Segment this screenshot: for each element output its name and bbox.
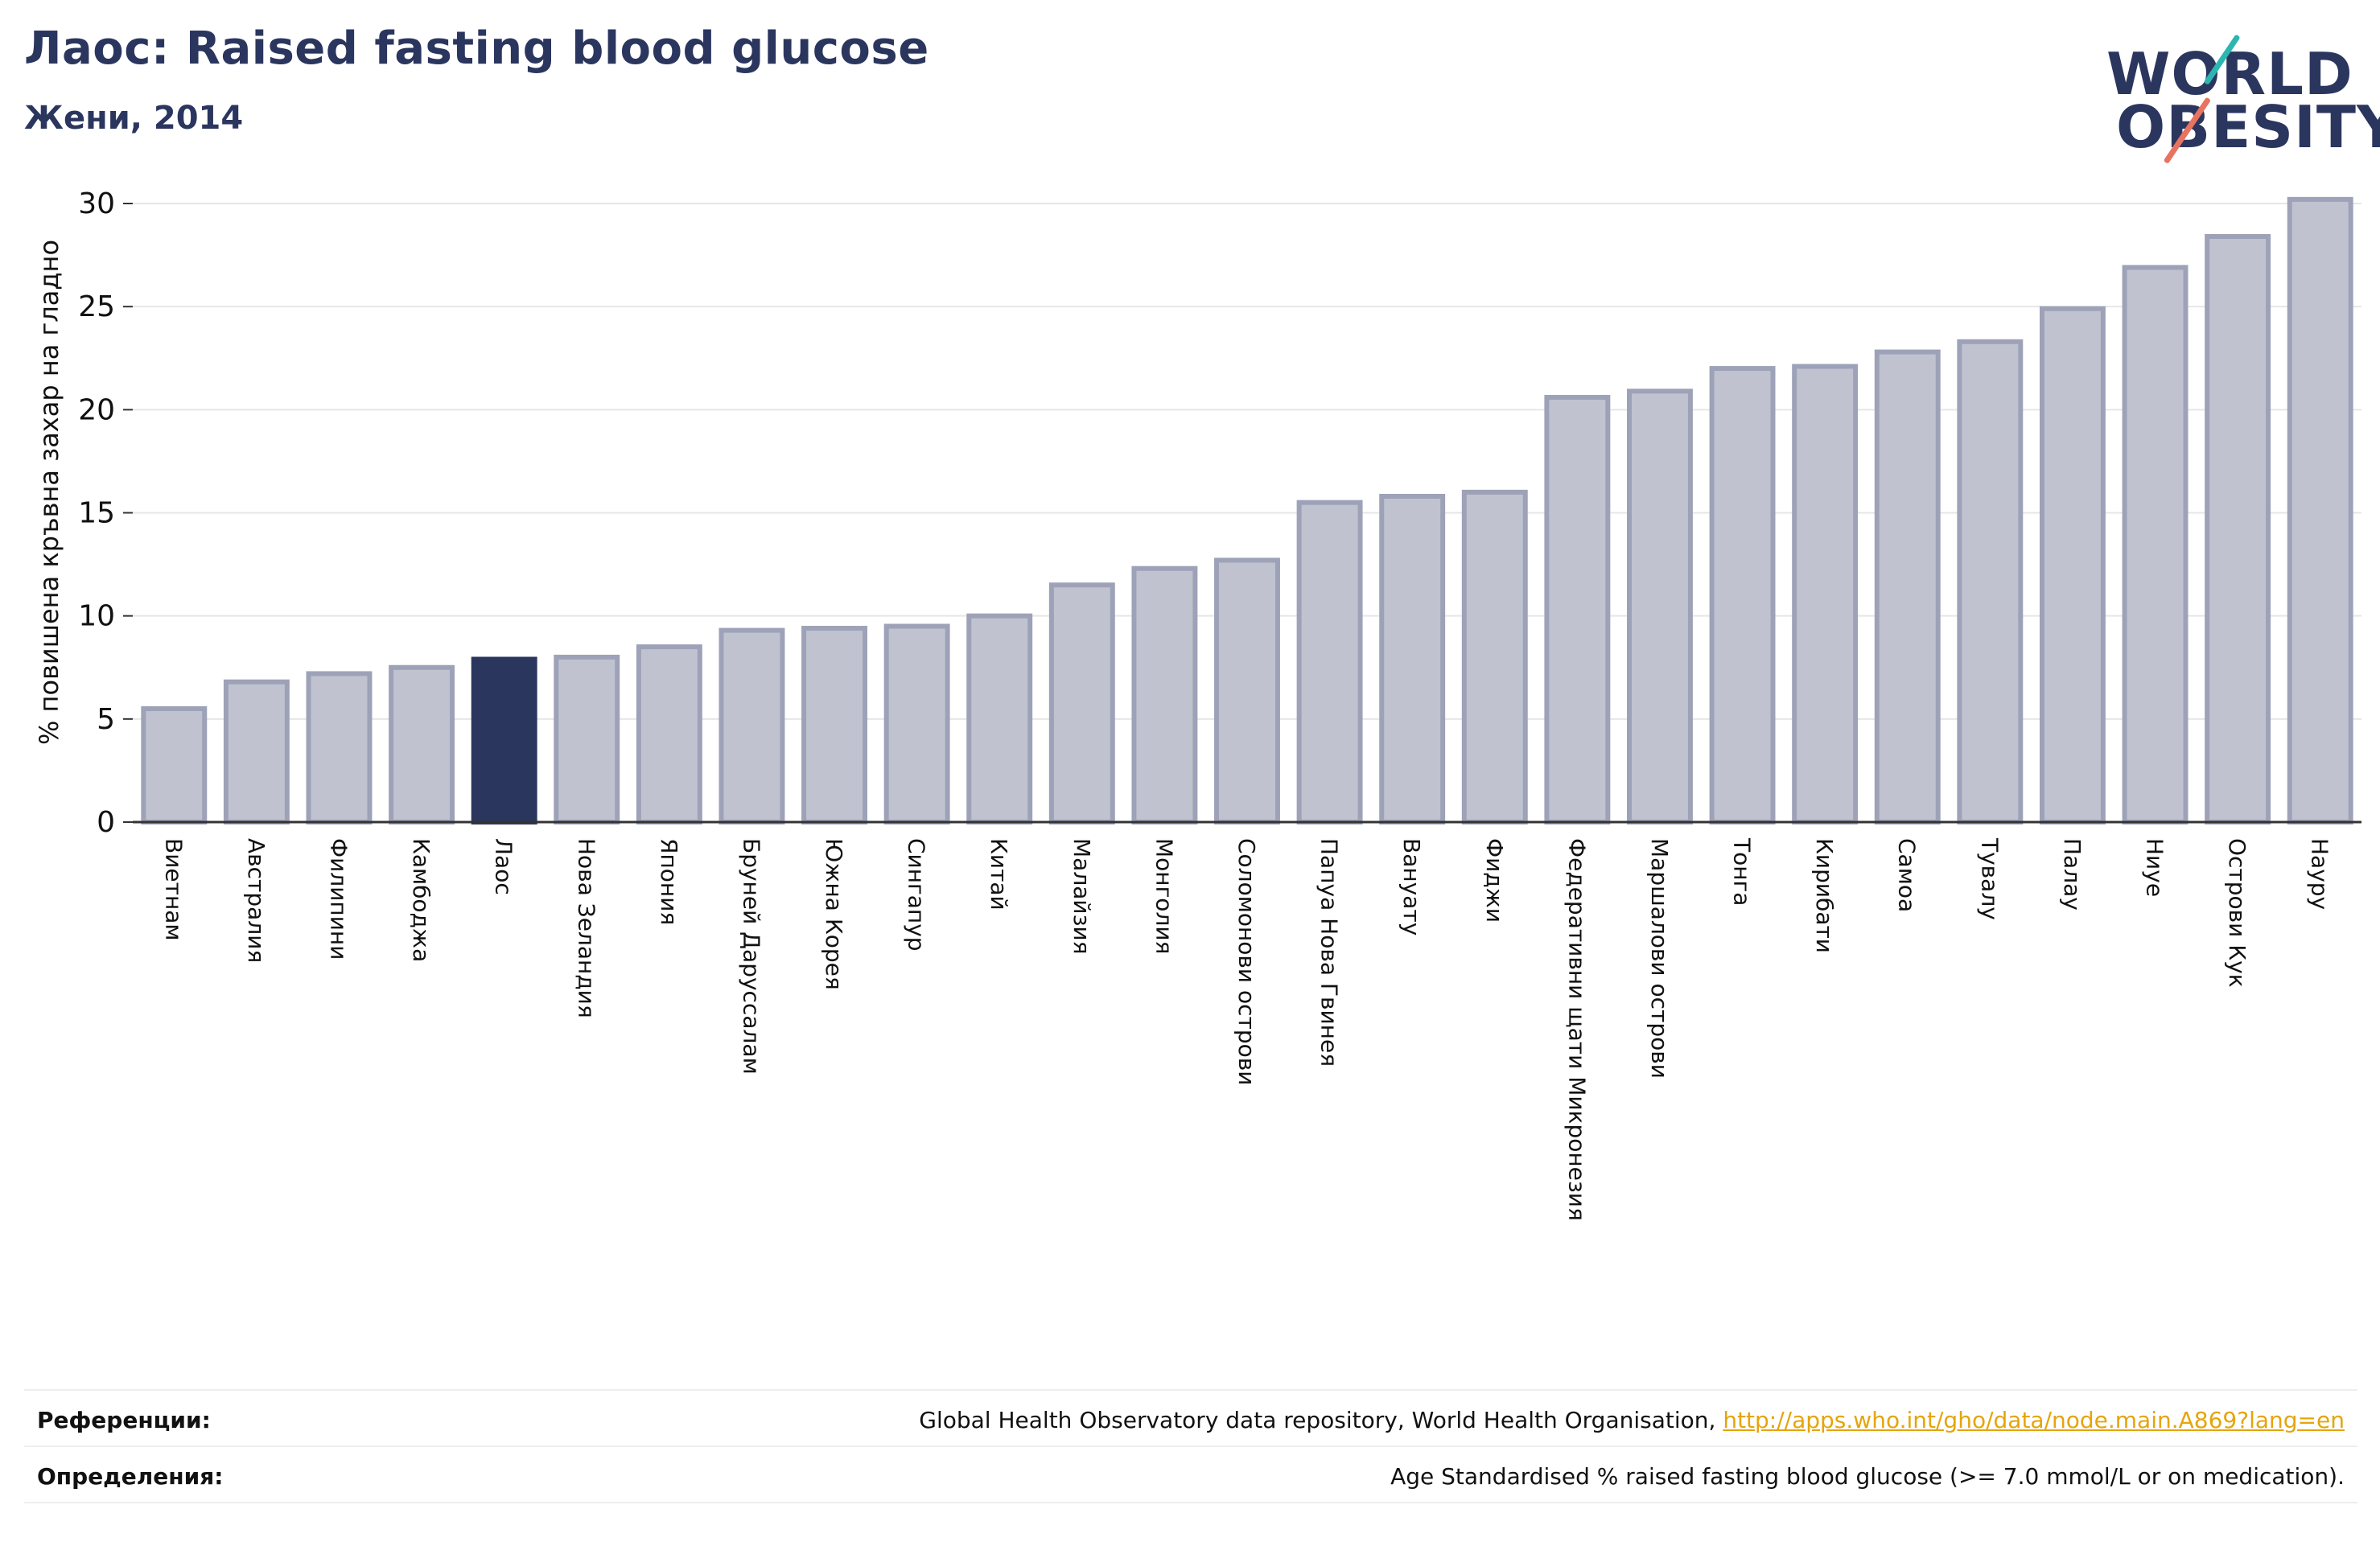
- x-axis-ticks: Виетнам Австралия Филипини Камбоджа Лаос Нова…: [160, 837, 2333, 1221]
- bar-24: [2039, 306, 2106, 825]
- bar-chart: 0 5 10 15 20 25 30 Виетнам Австралия Филипини Кам…: [34, 187, 2361, 1221]
- x-tick-label: Монголия: [1151, 838, 1177, 954]
- bar-4: [389, 664, 455, 824]
- x-tick-label: Сингапур: [904, 838, 930, 952]
- x-tick-label: Федеративни щати Микронезия: [1563, 838, 1590, 1221]
- bar-19: [1627, 389, 1693, 825]
- bar-9: [801, 626, 867, 825]
- bar-3: [306, 671, 373, 824]
- bar-1: [141, 706, 208, 824]
- x-tick-label: Папуа Нова Гвинея: [1316, 838, 1343, 1067]
- bar-10: [883, 623, 950, 824]
- bar-17: [1461, 489, 1528, 824]
- definitions-label: Определения:: [37, 1463, 224, 1490]
- world-obesity-logo: WORLD OBESITY: [2092, 24, 2380, 169]
- x-tick-label: Лаос: [491, 838, 517, 895]
- logo-word-world: WORLD: [2106, 40, 2353, 108]
- bars: [141, 196, 2353, 825]
- bar-2: [223, 679, 290, 825]
- references-value: Global Health Observatory data repositor…: [919, 1407, 2345, 1433]
- y-axis-ticks: 0 5 10 15 20 25 30: [78, 187, 133, 839]
- y-tick-label: 5: [97, 703, 115, 736]
- x-tick-label: Малайзия: [1069, 838, 1095, 955]
- definitions-row: Определения: Age Standardised % raised f…: [24, 1445, 2357, 1503]
- bar-21: [1792, 364, 1859, 824]
- x-tick-label: Науру: [2307, 838, 2333, 910]
- y-tick-label: 30: [78, 187, 115, 220]
- bar-16: [1379, 493, 1446, 824]
- bar-14: [1214, 557, 1280, 824]
- x-tick-label: Самоа: [1894, 838, 1921, 912]
- references-label: Референции:: [37, 1407, 211, 1433]
- bar-20: [1709, 366, 1776, 825]
- x-tick-label: Кирибати: [1811, 838, 1838, 953]
- bar-6: [554, 654, 620, 825]
- y-tick-label: 15: [78, 497, 115, 530]
- x-tick-label: Вануату: [1398, 838, 1425, 935]
- y-tick-label: 0: [97, 806, 115, 839]
- x-tick-label: Филипини: [325, 838, 352, 960]
- references-link[interactable]: http://apps.who.int/gho/data/node.main.A…: [1723, 1407, 2345, 1433]
- bar-25: [2122, 265, 2189, 825]
- x-tick-label: Южна Корея: [821, 838, 847, 990]
- x-tick-label: Тувалу: [1976, 837, 2003, 920]
- x-tick-label: Бруней Даруссалам: [738, 838, 764, 1075]
- x-tick-label: Виетнам: [160, 838, 187, 941]
- y-tick-label: 10: [78, 600, 115, 633]
- bar-8: [719, 627, 785, 824]
- bar-27: [2287, 196, 2353, 824]
- x-tick-label: Фиджи: [1481, 838, 1508, 923]
- bar-22: [1874, 349, 1941, 824]
- definitions-text: Age Standardised % raised fasting blood …: [1390, 1463, 2345, 1490]
- bar-13: [1131, 565, 1198, 825]
- page-title: Лаос: Raised fasting blood glucose: [24, 23, 929, 75]
- x-tick-label: Япония: [656, 838, 682, 925]
- logo-word-obesity: OBESITY: [2116, 93, 2380, 161]
- bar-23: [1957, 339, 2024, 824]
- x-tick-label: Австралия: [243, 838, 270, 963]
- x-tick-label: Нова Зеландия: [573, 838, 599, 1018]
- y-tick-label: 20: [78, 393, 115, 426]
- x-tick-label: Палау: [2059, 838, 2086, 911]
- bar-5: [471, 656, 537, 824]
- x-tick-label: Камбоджа: [408, 838, 434, 962]
- bar-12: [1048, 582, 1115, 824]
- bar-7: [636, 644, 702, 824]
- x-tick-label: Соломонови острови: [1233, 838, 1260, 1085]
- x-tick-label: Маршалови острови: [1646, 838, 1673, 1079]
- bar-11: [966, 613, 1033, 825]
- bar-26: [2205, 234, 2271, 825]
- x-tick-label: Китай: [986, 838, 1012, 911]
- y-axis-label: % повишена кръвна захар на гладно: [34, 240, 64, 745]
- x-tick-label: Ниуе: [2142, 838, 2168, 897]
- x-tick-label: Тонга: [1729, 837, 1756, 906]
- references-text: Global Health Observatory data repositor…: [919, 1407, 1723, 1433]
- y-tick-label: 25: [78, 290, 115, 323]
- bar-15: [1296, 500, 1363, 825]
- x-tick-label: Острови Кук: [2224, 838, 2250, 988]
- page-subtitle: Жени, 2014: [24, 100, 244, 137]
- bar-18: [1544, 394, 1611, 825]
- references-row: Референции: Global Health Observatory da…: [24, 1389, 2357, 1445]
